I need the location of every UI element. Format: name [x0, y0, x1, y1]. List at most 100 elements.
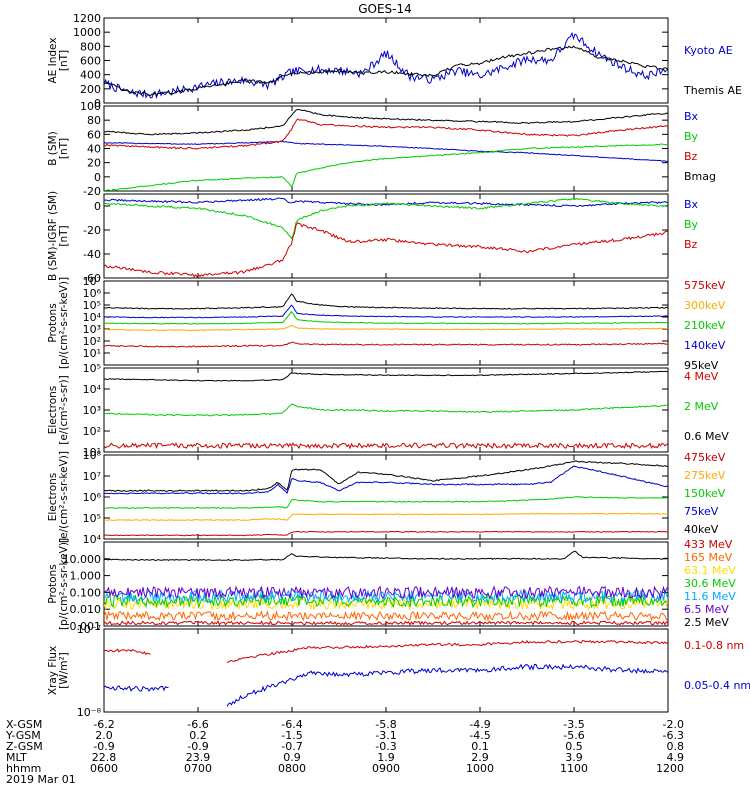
legend-label: Bmag: [684, 170, 716, 183]
legend-label: 30.6 MeV: [684, 577, 736, 590]
legend-label: 165 MeV: [684, 551, 733, 564]
legend-label: 210keV: [684, 319, 726, 332]
ephemeris-value: -0.9: [187, 740, 208, 753]
legend-label: Bx: [684, 198, 699, 211]
legend-label: 75keV: [684, 505, 719, 518]
ephemeris-value: 0.8: [667, 740, 685, 753]
y-tick-label: 400: [80, 69, 101, 82]
ephemeris-value: -6.4: [281, 718, 302, 731]
y-tick-label: -20: [83, 185, 101, 198]
ephemeris-row-label: Z-GSM: [6, 740, 43, 753]
y-tick-label: 200: [80, 83, 101, 96]
ephemeris-value: 2.0: [95, 729, 113, 742]
panel-frame: [103, 541, 669, 627]
plot-title: GOES-14: [358, 2, 412, 16]
y-tick-label: 1.000: [70, 570, 102, 583]
series-line-bx: [104, 140, 668, 163]
legend-label: 2.5 MeV: [684, 616, 729, 629]
ephemeris-value: -6.3: [663, 729, 684, 742]
legend-label: 0.1-0.8 nm: [684, 639, 744, 652]
y-tick-label: 10⁻⁷: [77, 623, 101, 636]
legend-label: 6.5 MeV: [684, 603, 729, 616]
ephemeris-value: 0.9: [283, 751, 301, 764]
ephemeris-value: -6.2: [93, 718, 114, 731]
ephemeris-value: -6.6: [187, 718, 208, 731]
y-axis-label: B (SM)[nT]: [47, 131, 70, 165]
ephemeris-value: 1200: [656, 762, 684, 775]
y-axis-label: Protons[p/(cm²-s-sr-keV)]: [47, 277, 70, 369]
y-tick-label: 10⁵: [83, 512, 101, 525]
series-line-75kev: [104, 465, 668, 495]
y-tick-label: 10²: [83, 335, 101, 348]
ephemeris-value: -3.1: [375, 729, 396, 742]
series-line-30-6-mev: [104, 593, 668, 609]
y-tick-label: 80: [87, 114, 101, 127]
ephemeris-value: 1.9: [377, 751, 395, 764]
legend-label: Bz: [684, 150, 698, 163]
series-line-210kev: [104, 310, 668, 325]
y-axis-label: Electrons[e/(cm²-s-sr)]: [47, 375, 70, 444]
ephemeris-value: 2.9: [471, 751, 489, 764]
panel-protons: 10¹10²10³10⁴10⁵10⁶10⁷Protons[p/(cm²-s-sr…: [47, 275, 726, 372]
series-line-165-mev: [104, 609, 668, 622]
ephemeris-value: 0600: [90, 762, 118, 775]
legend-label: 433 MeV: [684, 538, 733, 551]
ephemeris-value: 0.2: [189, 729, 207, 742]
y-tick-label: 0: [94, 171, 101, 184]
series-line-themis-ae: [104, 45, 668, 97]
series-line-575kev: [104, 341, 668, 348]
ephemeris-value: -0.3: [375, 740, 396, 753]
ephemeris-value: 0800: [278, 762, 306, 775]
series-line-40kev: [104, 460, 668, 492]
legend-label: 300keV: [684, 299, 726, 312]
y-tick-label: 10¹: [83, 347, 101, 360]
y-tick-label: 10⁴: [83, 383, 102, 396]
ephemeris-value: 0700: [184, 762, 212, 775]
y-tick-label: 10.000: [63, 553, 102, 566]
legend-label: By: [684, 130, 699, 143]
y-tick-label: 10³: [83, 323, 101, 336]
series-line-11-6-mev: [104, 588, 668, 604]
y-tick-label: -20: [83, 224, 101, 237]
legend-label: 95keV: [684, 359, 719, 372]
ephemeris-value: -5.8: [375, 718, 396, 731]
ephemeris-row-label: Y-GSM: [5, 729, 41, 742]
ephemeris-value: -0.9: [93, 740, 114, 753]
panel-bigrf: -60 -40 -20 0 B (SM)-IGRF (SM)[nT] Bx By Bz: [47, 191, 699, 285]
series-line-2-mev: [104, 403, 668, 417]
series-line-0-6-mev: [104, 370, 668, 382]
series-line-0-05-0-4-nm: [104, 663, 668, 707]
series-line-433-mev: [104, 620, 668, 626]
panel-protons2: 0.001 0.010 0.100 1.000 10.000Protons[p/(cm²…: [47, 538, 736, 633]
y-tick-label: 10⁶: [83, 491, 102, 504]
y-tick-label: 1000: [73, 26, 101, 39]
ephemeris-row-label: hhmm: [6, 762, 41, 775]
y-tick-label: 600: [80, 55, 101, 68]
panel-xray: 10⁻⁸ 10⁻⁷ Xray Flux[W/m²] 0.1-0.8 nm 0.05-0.…: [47, 623, 750, 719]
legend-label: Bx: [684, 110, 699, 123]
series-line-4-mev: [104, 441, 668, 450]
ephemeris-row-label: MLT: [6, 751, 27, 764]
series-line-6-5-mev: [104, 585, 668, 600]
y-tick-label: 1200: [73, 12, 101, 25]
series-line-275kev: [104, 512, 668, 521]
y-tick-label: -60: [83, 272, 101, 285]
ephemeris-value: 0.5: [565, 740, 583, 753]
series-line-150kev: [104, 496, 668, 509]
y-tick-label: 10¹: [83, 446, 101, 459]
y-tick-label: -40: [83, 248, 101, 261]
ephemeris-value: 4.9: [667, 751, 685, 764]
y-tick-label: 10²: [83, 425, 101, 438]
y-tick-label: 0.010: [70, 603, 102, 616]
y-tick-label: 0.100: [70, 586, 102, 599]
series-line-bz: [104, 222, 668, 278]
y-tick-label: 10⁶: [83, 287, 102, 300]
ephemeris-row-label: X-GSM: [6, 718, 42, 731]
ephemeris-value: 22.8: [92, 751, 117, 764]
y-tick-label: 10⁴: [83, 311, 102, 324]
panel-electrons1: 10¹ 10² 10³ 10⁴ 10⁵ Electrons[e/(cm²-s-sr)] 4 …: [47, 362, 729, 459]
y-tick-label: 10⁴: [83, 533, 102, 546]
ephemeris-value: -4.9: [469, 718, 490, 731]
panel-frame: [103, 628, 669, 713]
